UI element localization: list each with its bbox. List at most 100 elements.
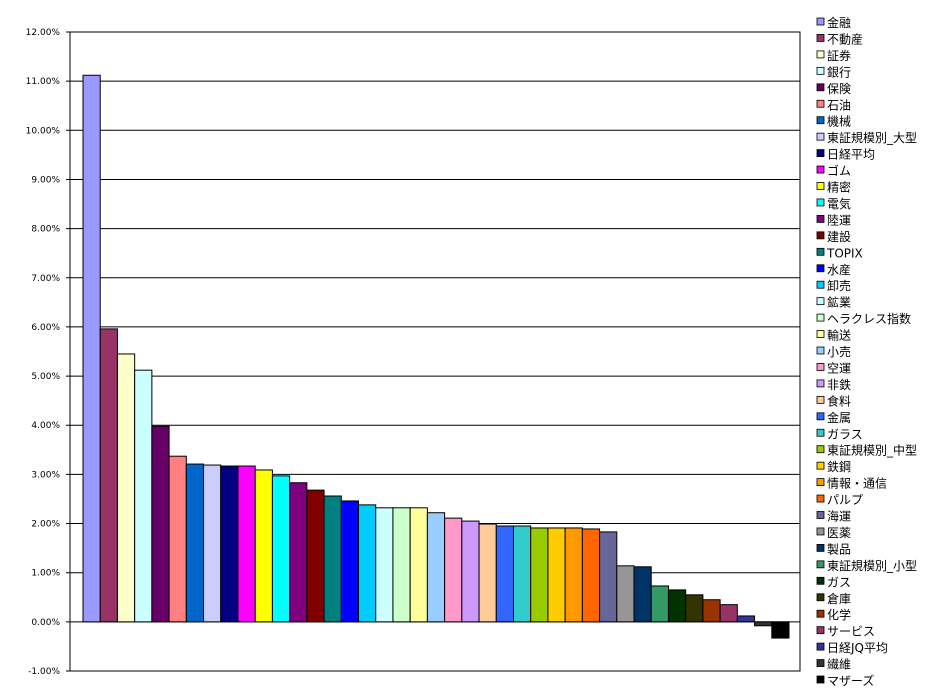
bar [185, 463, 205, 623]
legend-swatch [816, 214, 825, 223]
y-tick-label: 0.00% [31, 618, 60, 628]
bar [530, 527, 549, 623]
bar [650, 585, 669, 623]
legend-label: 化学 [827, 607, 851, 622]
legend-label: 東証規模別_中型 [827, 443, 917, 458]
legend-swatch [816, 280, 825, 289]
legend-swatch [816, 50, 825, 59]
legend-swatch [816, 544, 825, 552]
legend-swatch [816, 264, 825, 273]
y-tick-label: 7.00% [31, 274, 60, 284]
y-tick-label: 11.00% [26, 77, 61, 87]
y-tick-label: 3.00% [31, 470, 60, 480]
bar [254, 469, 273, 623]
y-tick-label: -1.00% [28, 667, 60, 677]
legend-label: 不動産 [827, 31, 863, 46]
legend-label: 精密 [827, 180, 851, 195]
y-tick-label: 2.00% [31, 520, 60, 530]
y-tick-label: 4.00% [31, 421, 60, 431]
y-tick-label: 5.00% [31, 372, 60, 382]
bar [306, 489, 325, 623]
legend-label: 石油 [827, 98, 851, 112]
y-tick-label: 9.00% [31, 175, 60, 185]
bar [340, 500, 360, 623]
bar [581, 528, 601, 623]
legend-swatch [816, 626, 825, 635]
legend-label: パルプ [827, 493, 863, 507]
legend-swatch [816, 363, 825, 371]
legend-swatch [816, 330, 825, 338]
bar [375, 507, 394, 623]
legend-label: 金融 [827, 15, 851, 30]
bar [392, 507, 411, 623]
y-tick-label: 12.00% [26, 28, 61, 38]
bar [444, 517, 463, 623]
legend-swatch [816, 313, 825, 322]
y-tick-label: 1.00% [31, 569, 60, 579]
bar [754, 621, 773, 627]
legend-label: マザーズ [827, 673, 874, 688]
y-tick-label: 6.00% [31, 323, 60, 333]
legend-label: 東証規模別_小型 [827, 558, 917, 573]
bar [220, 465, 239, 623]
legend-label: 繊維 [827, 658, 851, 672]
bar [771, 621, 790, 639]
bar [203, 464, 222, 623]
bar [168, 455, 187, 623]
legend-label: 空運 [827, 361, 851, 375]
legend-swatch [816, 412, 825, 421]
bar [478, 523, 497, 623]
legend-swatch [816, 576, 825, 585]
legend-swatch [816, 17, 825, 26]
legend-swatch [816, 494, 825, 503]
legend-swatch [816, 247, 825, 256]
legend-label: 倉庫 [827, 591, 851, 606]
bar [82, 74, 101, 623]
legend-label: 機械 [827, 114, 851, 129]
bar [512, 525, 532, 623]
legend-label: 日経JQ平均 [827, 641, 888, 655]
legend-swatch [816, 83, 825, 92]
legend-label: 輸送 [827, 328, 851, 343]
legend-swatch [816, 165, 825, 174]
legend-label: 鉱業 [827, 295, 851, 310]
legend-swatch [816, 659, 825, 667]
legend-swatch [816, 182, 825, 190]
legend-label: ヘラクレス指数 [827, 311, 911, 326]
bar [702, 599, 721, 623]
legend-label: 建設 [827, 229, 851, 244]
legend-swatch [816, 66, 825, 75]
legend-swatch [816, 642, 825, 651]
legend-swatch [816, 149, 825, 158]
bar [426, 512, 446, 623]
legend-label: 非鉄 [827, 377, 851, 392]
bar [237, 465, 256, 623]
bar [736, 615, 756, 623]
legend-label: 鉄鋼 [827, 459, 851, 474]
legend-swatch [816, 395, 825, 404]
bar [116, 353, 136, 623]
bar [599, 531, 618, 623]
legend-label: ゴム [827, 163, 851, 178]
legend-swatch [816, 231, 825, 240]
legend-label: 日経平均 [827, 148, 875, 162]
legend-swatch [816, 527, 825, 536]
legend-label: 情報・通信 [827, 477, 887, 491]
bar [134, 369, 153, 623]
legend-label: 医薬 [827, 526, 851, 540]
legend-swatch [816, 511, 825, 519]
bar [719, 604, 738, 623]
bar [358, 504, 377, 623]
legend-label: 海運 [827, 509, 851, 524]
legend-swatch [816, 593, 825, 602]
legend-label: 食料 [827, 393, 851, 408]
legend-label: ガラス [827, 427, 863, 441]
legend-swatch [816, 560, 825, 569]
legend-label: 水産 [827, 262, 851, 277]
legend-swatch [816, 445, 825, 454]
bar [271, 475, 291, 623]
bar [495, 525, 514, 623]
legend-label: 電気 [827, 196, 851, 211]
legend-swatch [816, 461, 825, 470]
